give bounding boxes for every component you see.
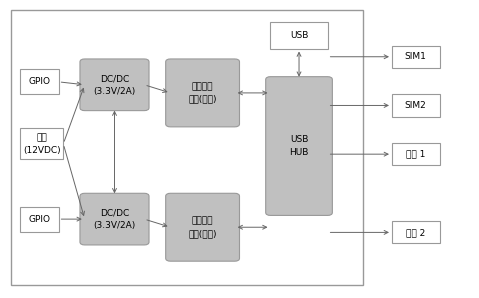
Text: 电源
(12VDC): 电源 (12VDC) bbox=[23, 133, 61, 155]
Text: 天线 2: 天线 2 bbox=[406, 228, 425, 237]
FancyBboxPatch shape bbox=[80, 193, 149, 245]
Bar bbox=[21, 128, 63, 159]
FancyBboxPatch shape bbox=[266, 77, 332, 215]
Text: 无线传输
模块(外购): 无线传输 模块(外购) bbox=[188, 82, 217, 104]
Text: GPIO: GPIO bbox=[28, 215, 50, 224]
Bar bbox=[21, 69, 58, 94]
Text: SIM2: SIM2 bbox=[405, 101, 427, 110]
FancyBboxPatch shape bbox=[80, 59, 149, 111]
Bar bbox=[392, 143, 440, 165]
Bar bbox=[271, 22, 328, 49]
Bar bbox=[11, 10, 363, 285]
Text: DC/DC
(3.3V/2A): DC/DC (3.3V/2A) bbox=[93, 74, 136, 96]
Text: USB: USB bbox=[290, 31, 308, 40]
Text: USB
HUB: USB HUB bbox=[289, 135, 308, 157]
Bar bbox=[392, 46, 440, 68]
FancyBboxPatch shape bbox=[166, 193, 240, 261]
Text: GPIO: GPIO bbox=[28, 77, 50, 86]
Text: DC/DC
(3.3V/2A): DC/DC (3.3V/2A) bbox=[93, 208, 136, 230]
Text: SIM1: SIM1 bbox=[405, 52, 427, 61]
Bar bbox=[392, 94, 440, 117]
Text: 天线 1: 天线 1 bbox=[406, 150, 425, 159]
Bar bbox=[21, 207, 58, 232]
Text: 无线传输
模块(外购): 无线传输 模块(外购) bbox=[188, 216, 217, 238]
Bar bbox=[392, 221, 440, 243]
FancyBboxPatch shape bbox=[166, 59, 240, 127]
